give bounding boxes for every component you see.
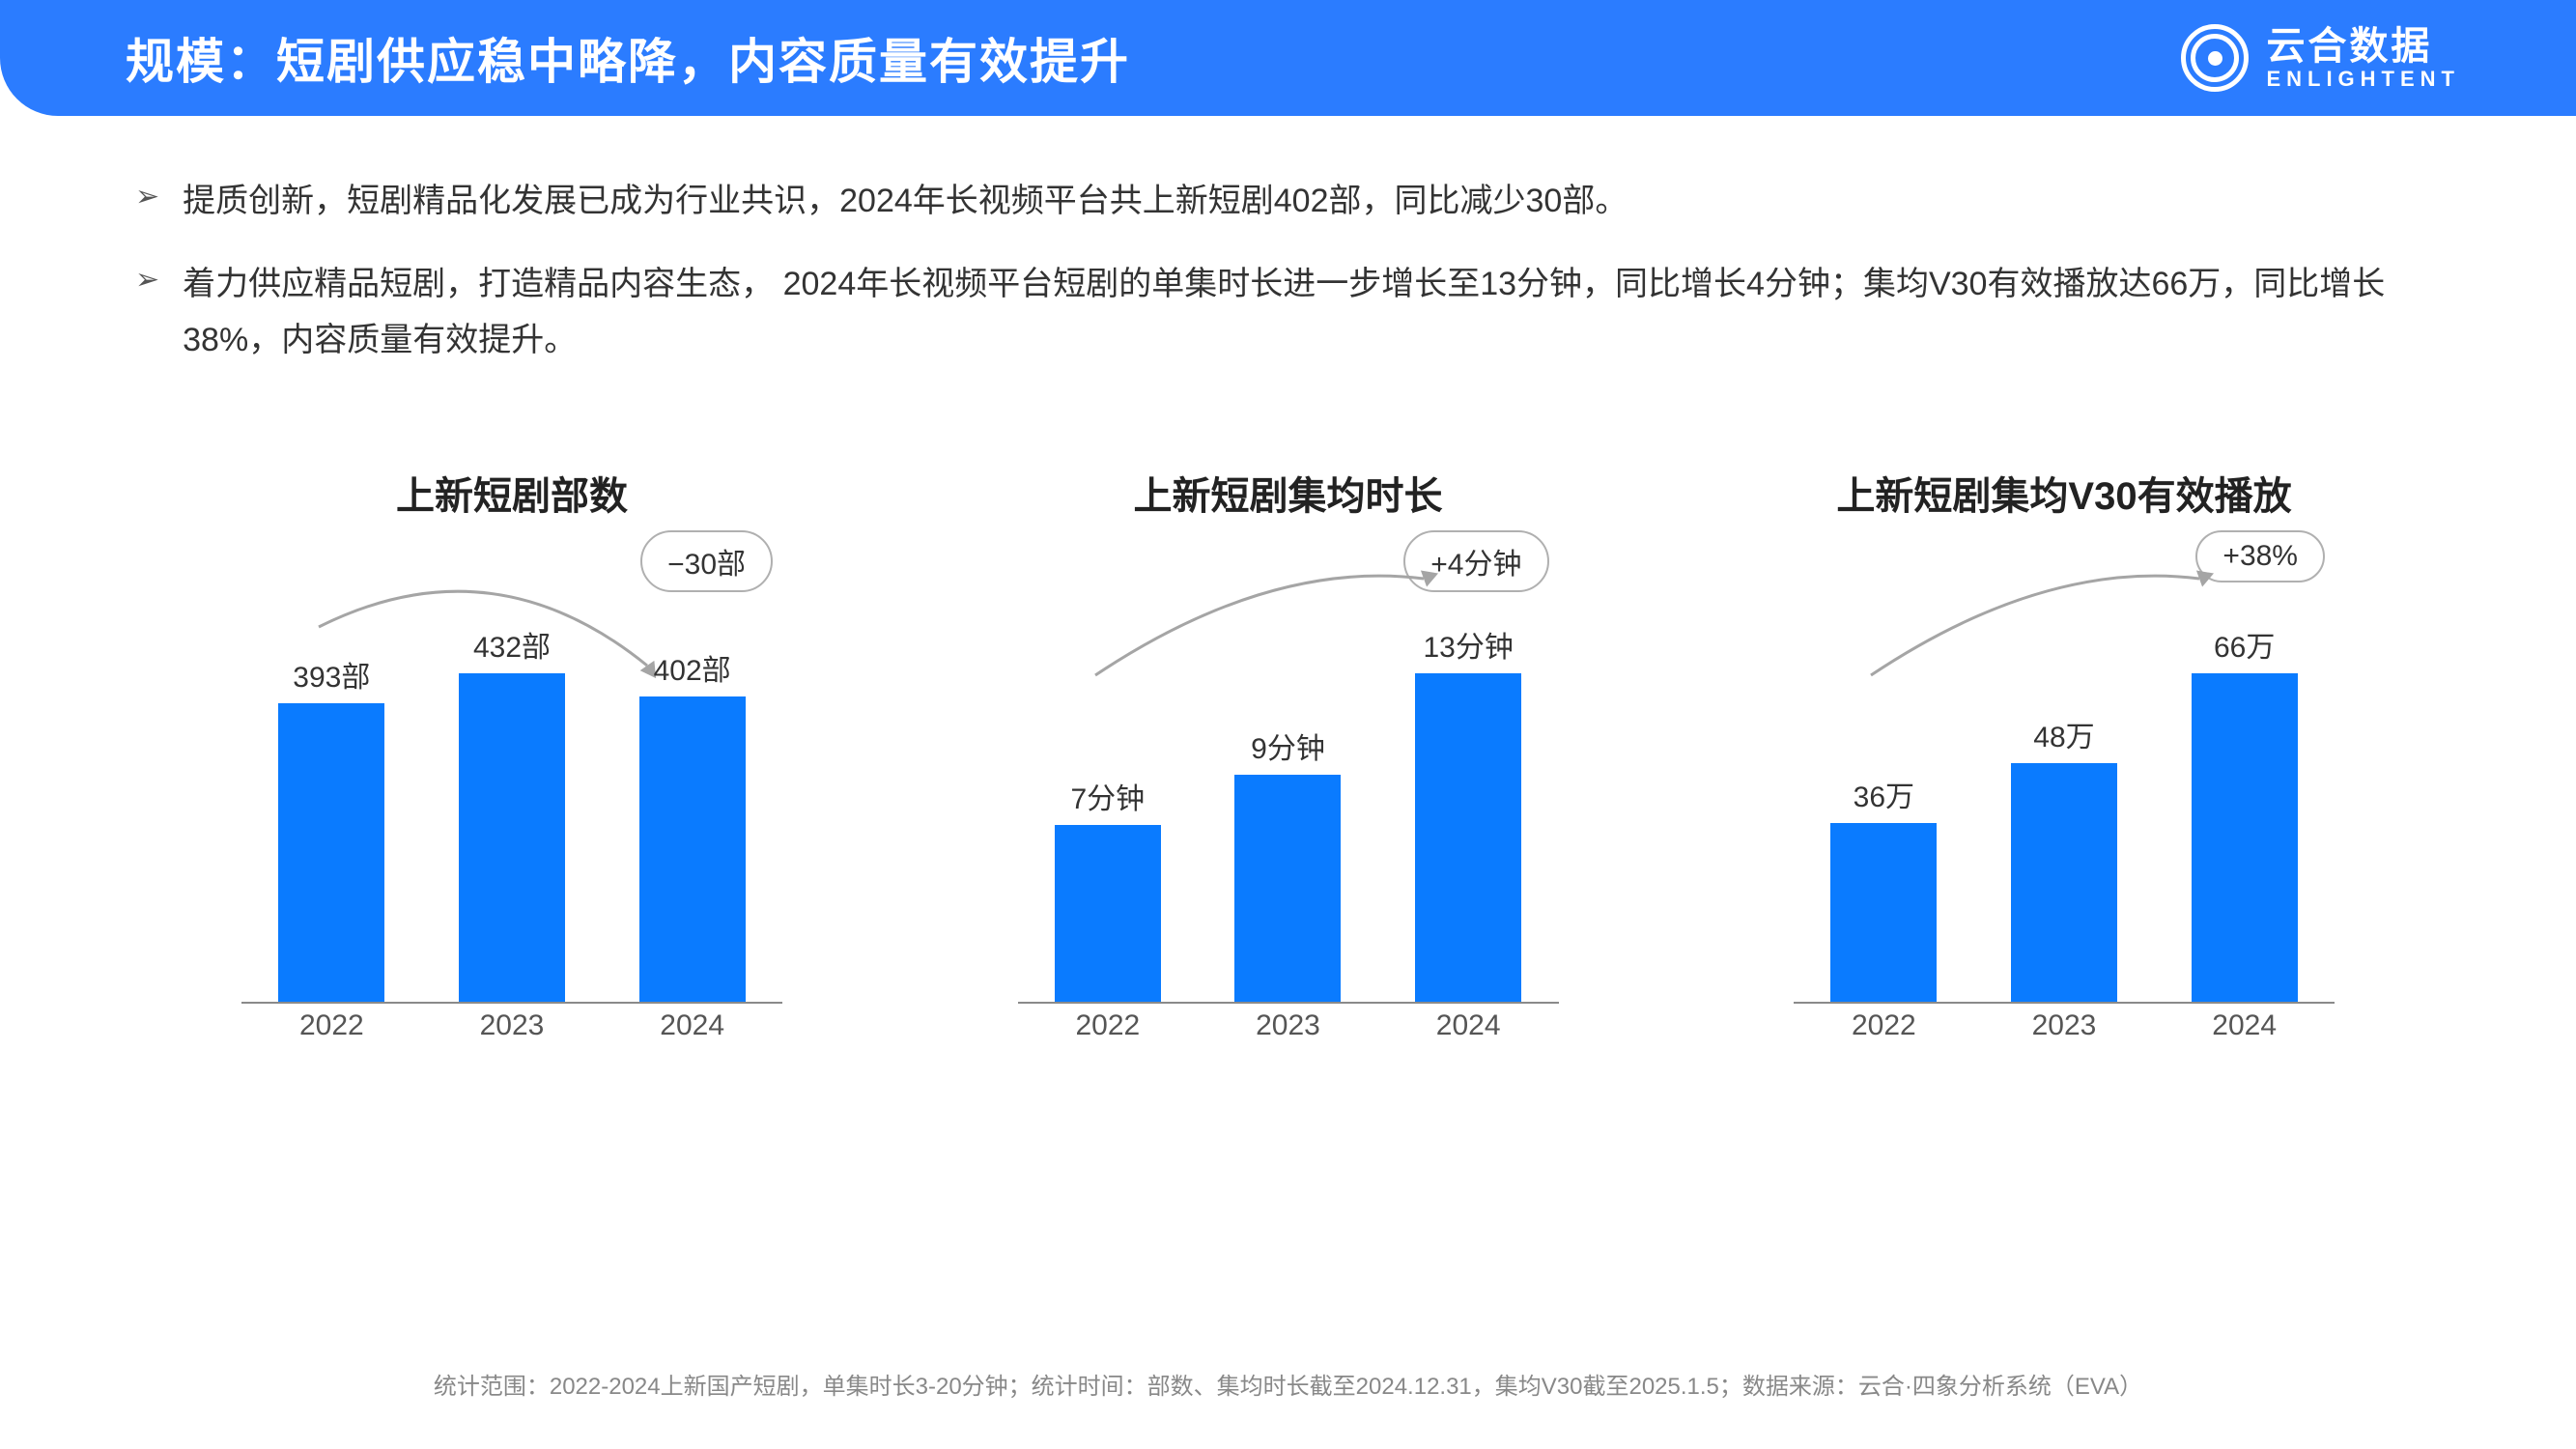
bar-rect: [1055, 825, 1161, 1002]
x-axis-labels: 2022 2023 2024: [1018, 1009, 1559, 1042]
logo-text: 云合数据 ENLIGHTENT: [2266, 25, 2460, 91]
chart-plot-area: 393部432部402部: [241, 637, 782, 1004]
logo-icon: [2181, 24, 2249, 92]
x-tick-label: 2024: [1401, 1009, 1536, 1042]
bar-rect: [278, 703, 384, 1002]
bar-rect: [639, 696, 746, 1002]
chart-title: 上新短剧集均时长: [1134, 465, 1443, 521]
bar: 7分钟: [1040, 775, 1175, 1002]
chart-body: +38%36万48万66万202220232024: [1794, 579, 2335, 1042]
bar: 432部: [444, 623, 580, 1002]
delta-badge: +4分钟: [1403, 530, 1548, 592]
bar-chart: 上新短剧部数−30部393部432部402部202220232024: [155, 465, 869, 1042]
x-tick-label: 2022: [1816, 1009, 1951, 1042]
chart-body: −30部393部432部402部202220232024: [241, 579, 782, 1042]
x-tick-label: 2022: [264, 1009, 399, 1042]
bar: 66万: [2177, 623, 2312, 1002]
bar: 48万: [1996, 713, 2132, 1002]
bullet-list: ➢ 提质创新，短剧精品化发展已成为行业共识，2024年长视频平台共上新短剧402…: [135, 174, 2441, 368]
bar-value-label: 432部: [473, 623, 551, 666]
bullet-item: ➢ 着力供应精品短剧，打造精品内容生态， 2024年长视频平台短剧的单集时长进一…: [135, 257, 2441, 369]
bar-value-label: 13分钟: [1423, 623, 1513, 666]
bar: 13分钟: [1401, 623, 1536, 1002]
charts-row: 上新短剧部数−30部393部432部402部202220232024上新短剧集均…: [135, 465, 2441, 1042]
x-axis-labels: 2022 2023 2024: [1794, 1009, 2335, 1042]
bar: 393部: [264, 653, 399, 1002]
x-tick-label: 2023: [1996, 1009, 2132, 1042]
bullet-item: ➢ 提质创新，短剧精品化发展已成为行业共识，2024年长视频平台共上新短剧402…: [135, 174, 2441, 230]
x-tick-label: 2022: [1040, 1009, 1175, 1042]
delta-badge: +38%: [2195, 530, 2325, 582]
bar-chart: 上新短剧集均时长 +4分钟 7分钟 9分钟 13分钟 2022 2023 2024: [931, 465, 1646, 1042]
x-tick-label: 2024: [2177, 1009, 2312, 1042]
bar-rect: [1415, 673, 1521, 1002]
x-tick-label: 2023: [444, 1009, 580, 1042]
brand-logo: 云合数据 ENLIGHTENT: [2181, 24, 2460, 92]
bar-value-label: 393部: [293, 653, 370, 696]
chart-title: 上新短剧集均V30有效播放: [1836, 465, 2291, 521]
chevron-right-icon: ➢: [135, 257, 159, 303]
header-bar: 规模：短剧供应稳中略降，内容质量有效提升 云合数据 ENLIGHTENT: [0, 0, 2576, 116]
logo-en: ENLIGHTENT: [2266, 68, 2460, 91]
logo-cn: 云合数据: [2266, 25, 2460, 68]
chevron-right-icon: ➢: [135, 174, 159, 220]
x-axis-labels: 2022 2023 2024: [241, 1009, 782, 1042]
chart-plot-area: 36万48万66万: [1794, 637, 2335, 1004]
bullet-text: 着力供应精品短剧，打造精品内容生态， 2024年长视频平台短剧的单集时长进一步增…: [183, 257, 2441, 369]
bar: 402部: [625, 646, 760, 1002]
x-tick-label: 2024: [625, 1009, 760, 1042]
page-title: 规模：短剧供应稳中略降，内容质量有效提升: [126, 23, 1130, 93]
bar-rect: [1234, 775, 1341, 1002]
chart-plot-area: 7分钟9分钟13分钟: [1018, 637, 1559, 1004]
delta-badge: −30部: [640, 530, 773, 592]
bar-value-label: 402部: [654, 646, 731, 689]
bar-value-label: 9分钟: [1251, 724, 1325, 767]
chart-body: +4分钟7分钟9分钟13分钟202220232024: [1018, 579, 1559, 1042]
bar-value-label: 7分钟: [1070, 775, 1145, 817]
bullet-text: 提质创新，短剧精品化发展已成为行业共识，2024年长视频平台共上新短剧402部，…: [183, 174, 1628, 230]
bar-rect: [1830, 823, 1937, 1002]
bar-value-label: 36万: [1854, 773, 1914, 815]
content-area: ➢ 提质创新，短剧精品化发展已成为行业共识，2024年长视频平台共上新短剧402…: [0, 116, 2576, 1042]
bar-chart: 上新短剧集均V30有效播放 +38% 36万 48万 66万 2022 2023 2024: [1707, 465, 2421, 1042]
bar-value-label: 48万: [2033, 713, 2094, 755]
chart-title: 上新短剧部数: [396, 465, 628, 521]
bar: 36万: [1816, 773, 1951, 1002]
bar-value-label: 66万: [2214, 623, 2275, 666]
bar-rect: [2192, 673, 2298, 1002]
x-tick-label: 2023: [1220, 1009, 1355, 1042]
bar-rect: [2011, 763, 2117, 1002]
footer-note: 统计范围：2022-2024上新国产短剧，单集时长3-20分钟；统计时间：部数、…: [0, 1367, 2576, 1401]
bar: 9分钟: [1220, 724, 1355, 1002]
bar-rect: [459, 673, 565, 1002]
